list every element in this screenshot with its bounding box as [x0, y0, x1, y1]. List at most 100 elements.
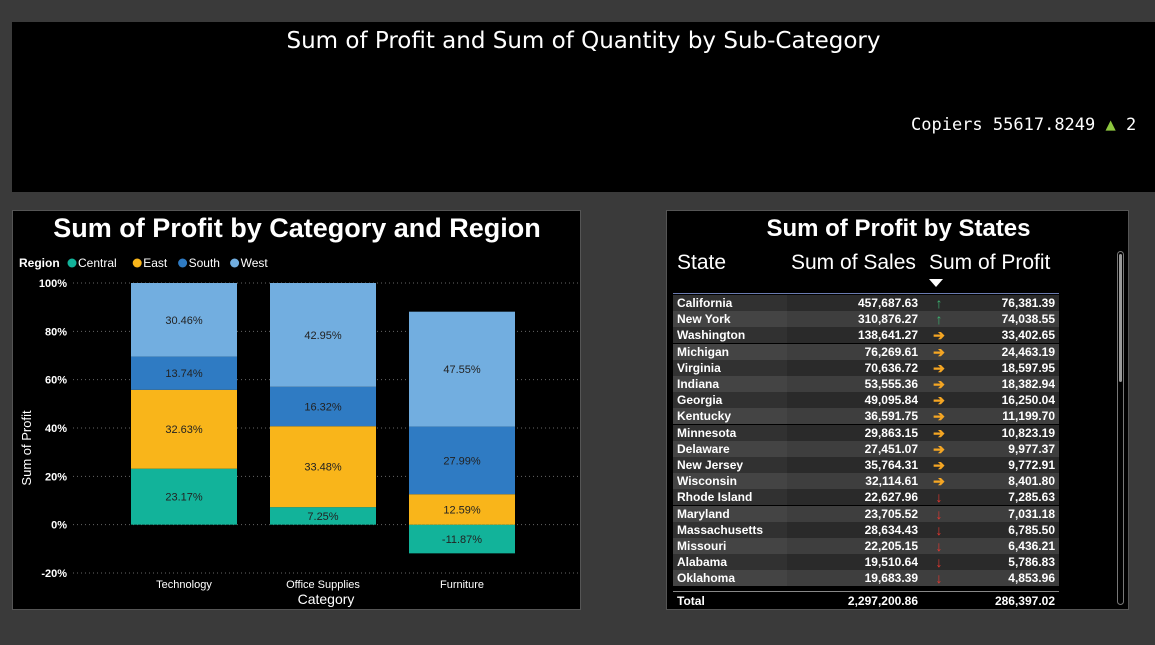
table-row[interactable]: Minnesota 29,863.15 ➔ 10,823.19	[673, 424, 1059, 441]
table-row[interactable]: Massachusetts 28,634.43 ↓ 6,785.50	[673, 521, 1059, 538]
profit-cell: 33,402.65	[1001, 328, 1055, 343]
table-row[interactable]: New Jersey 35,764.31 ➔ 9,772.91	[673, 457, 1059, 473]
ticker-value: 55617.8249	[992, 115, 1096, 135]
trend-down-arrow-icon: ↓	[935, 570, 943, 587]
ticker-next-value: 2	[1126, 115, 1137, 135]
trend-down-arrow-icon: ↓	[935, 521, 943, 538]
table-row[interactable]: Indiana 53,555.36 ➔ 18,382.94	[673, 376, 1059, 392]
profit-cell: 18,597.95	[1001, 360, 1055, 375]
profit-cell: 74,038.55	[1001, 312, 1055, 327]
legend-marker-central	[67, 258, 77, 268]
total-label: Total	[677, 594, 705, 608]
sales-cell: 32,114.61	[865, 474, 918, 489]
table-row[interactable]: Kentucky 36,591.75 ➔ 11,199.70	[673, 408, 1059, 425]
state-cell: Wisconsin	[673, 473, 787, 489]
data-label: -11.87%	[442, 534, 482, 546]
sales-cell: 70,636.72	[864, 360, 918, 375]
table-row[interactable]: Delaware 27,451.07 ➔ 9,977.37	[673, 440, 1059, 457]
data-label: 47.55%	[443, 364, 481, 376]
state-cell: Virginia	[673, 360, 787, 376]
trend-right-arrow-icon: ➔	[933, 440, 945, 457]
bar-segment-east	[409, 494, 515, 525]
legend-item-central: Central	[78, 256, 117, 270]
profit-cell: 10,823.19	[1001, 425, 1055, 440]
table-row[interactable]: Wisconsin 32,114.61 ➔ 8,401.80	[673, 473, 1059, 490]
state-cell: New Jersey	[673, 457, 787, 473]
state-cell: Alabama	[673, 554, 787, 570]
bar-segment-west	[270, 283, 376, 387]
column-header-state[interactable]: State	[677, 251, 727, 274]
data-label: 32.63%	[165, 424, 203, 436]
state-cell: Rhode Island	[673, 489, 787, 505]
profit-cell: 6,436.21	[1008, 539, 1055, 553]
state-cell: New York	[673, 311, 787, 327]
bar-segment-west	[131, 283, 237, 357]
sales-cell: 76,269.61	[864, 344, 918, 359]
sales-cell: 29,863.15	[864, 425, 918, 440]
state-cell: Maryland	[673, 506, 787, 522]
bar-segment-south	[131, 356, 237, 390]
table-row[interactable]: Maryland 23,705.52 ↓ 7,031.18	[673, 505, 1059, 522]
sales-cell: 19,683.39	[864, 571, 918, 586]
table-row[interactable]: Georgia 49,095.84 ➔ 16,250.04	[673, 392, 1059, 409]
table-row[interactable]: Virginia 70,636.72 ➔ 18,597.95	[673, 359, 1059, 376]
x-axis-label: Category	[298, 591, 355, 607]
sales-cell: 27,451.07	[864, 441, 918, 456]
y-tick-label: 100%	[39, 278, 67, 290]
trend-down-arrow-icon: ↓	[935, 505, 943, 522]
trend-right-arrow-icon: ➔	[933, 343, 945, 360]
bar-segment-central	[270, 507, 376, 525]
sales-cell: 36,591.75	[864, 409, 918, 424]
bar-segment-east	[270, 426, 376, 508]
legend-marker-east	[132, 258, 142, 268]
state-cell: Washington	[673, 327, 787, 343]
sales-cell: 19,510.64	[864, 555, 918, 570]
table-row[interactable]: Alabama 19,510.64 ↓ 5,786.83	[673, 554, 1059, 571]
chart-canvas: Sum of Profit by Category and Region Regi…	[19, 213, 578, 607]
sales-cell: 23,705.52	[864, 506, 918, 521]
table-row[interactable]: Missouri 22,205.15 ↓ 6,436.21	[673, 538, 1059, 554]
table-row[interactable]: Washington 138,641.27 ➔ 33,402.65	[673, 327, 1059, 344]
y-tick-label: -20%	[41, 568, 67, 580]
profit-by-states-table[interactable]: Sum of Profit by States State Sum of Sal…	[666, 210, 1129, 610]
scrollbar-thumb[interactable]	[1119, 254, 1122, 382]
column-header-sum-of-sales[interactable]: Sum of Sales	[791, 251, 916, 274]
trend-right-arrow-icon: ➔	[933, 457, 945, 473]
table-row[interactable]: Michigan 76,269.61 ➔ 24,463.19	[673, 343, 1059, 360]
trend-down-arrow-icon: ↓	[935, 489, 943, 506]
state-cell: Massachusetts	[673, 522, 787, 538]
profit-by-category-chart[interactable]: Sum of Profit by Category and Region Regi…	[12, 210, 581, 610]
x-tick-label: Furniture	[440, 579, 484, 591]
legend-marker-west	[230, 258, 240, 268]
state-cell: Michigan	[673, 344, 787, 360]
profit-cell: 18,382.94	[1001, 377, 1055, 391]
trend-down-arrow-icon: ↓	[935, 554, 943, 571]
trend-right-arrow-icon: ➔	[933, 359, 945, 376]
table-row[interactable]: California 457,687.63 ↑ 76,381.39	[673, 295, 1059, 311]
chart-title: Sum of Profit by Category and Region	[53, 213, 541, 243]
trend-down-arrow-icon: ↓	[935, 538, 943, 554]
column-header-sum-of-profit[interactable]: Sum of Profit	[929, 251, 1051, 274]
x-tick-label: Technology	[156, 579, 212, 591]
legend-marker-south	[178, 258, 188, 268]
table-row[interactable]: Rhode Island 22,627.96 ↓ 7,285.63	[673, 489, 1059, 506]
profit-cell: 6,785.50	[1008, 522, 1055, 537]
sales-cell: 22,205.15	[864, 539, 918, 553]
bar-segment-south	[270, 386, 376, 427]
sales-cell: 138,641.27	[857, 328, 918, 343]
trend-right-arrow-icon: ➔	[933, 408, 945, 425]
sort-descending-icon[interactable]	[929, 279, 943, 287]
data-label: 16.32%	[304, 402, 342, 414]
table-row[interactable]: New York 310,876.27 ↑ 74,038.55	[673, 311, 1059, 328]
trend-right-arrow-icon: ➔	[933, 327, 945, 344]
bar-segment-south	[409, 426, 515, 495]
profit-cell: 8,401.80	[1008, 474, 1055, 489]
data-label: 33.48%	[304, 462, 342, 474]
profit-cell: 7,285.63	[1008, 490, 1055, 505]
profit-cell: 5,786.83	[1008, 555, 1055, 570]
total-profit: 286,397.02	[994, 594, 1055, 608]
sales-cell: 310,876.27	[857, 312, 918, 327]
vertical-scrollbar[interactable]	[1117, 251, 1124, 605]
table-row[interactable]: Oklahoma 19,683.39 ↓ 4,853.96	[673, 570, 1059, 587]
state-cell: Missouri	[673, 538, 787, 554]
